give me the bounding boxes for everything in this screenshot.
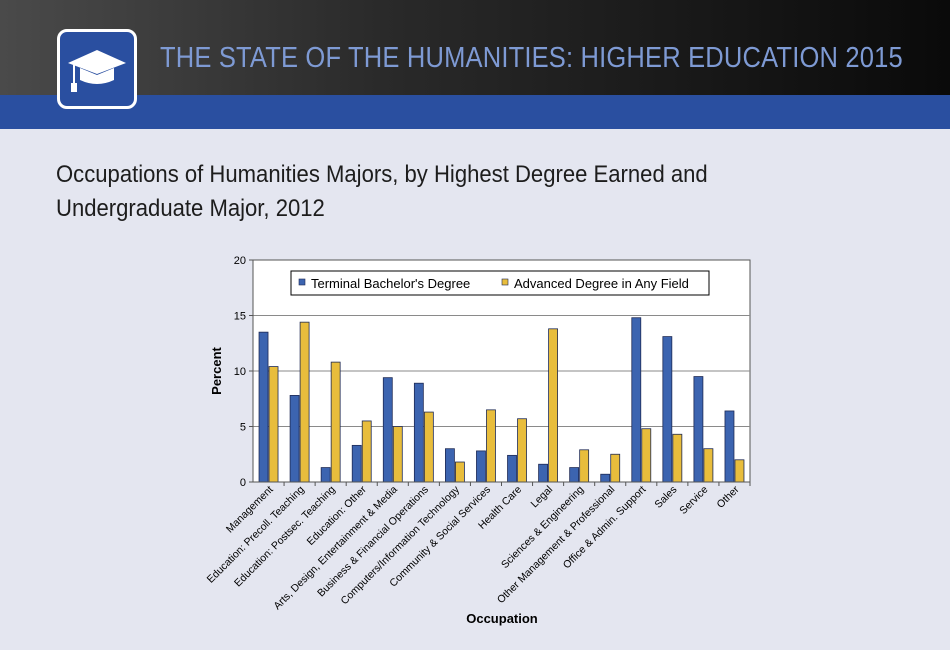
y-tick-label: 15 (234, 311, 246, 323)
bar-bachelors (258, 331, 269, 483)
chart-title-line-1: Occupations of Humanities Majors, by Hig… (56, 161, 708, 188)
y-tick-label: 0 (240, 477, 246, 489)
x-tick-label: Service (677, 484, 710, 517)
y-tick-label: 5 (240, 422, 246, 434)
bar-bachelors (662, 336, 673, 483)
legend-box (290, 270, 710, 296)
bar-advanced (268, 366, 279, 483)
x-tick-label: Other (715, 483, 742, 510)
bar-bachelors (351, 444, 362, 483)
header-bar (0, 0, 950, 95)
bar-bachelors (289, 395, 300, 483)
x-tick-label: Sales (652, 484, 679, 511)
y-tick-label: 10 (234, 366, 246, 378)
bar-bachelors (382, 377, 393, 483)
bar-advanced (672, 433, 683, 483)
bar-advanced (423, 411, 434, 483)
bar-advanced (641, 428, 652, 483)
bar-bachelors (538, 463, 548, 483)
bar-advanced (517, 418, 527, 483)
bar-advanced (392, 426, 403, 483)
bar-advanced (330, 361, 341, 483)
legend-swatch (298, 278, 306, 286)
bar-advanced (579, 449, 590, 483)
legend-label: Advanced Degree in Any Field (514, 276, 689, 291)
bar-advanced (734, 459, 745, 483)
graduation-cap-icon (68, 50, 126, 92)
bar-advanced (455, 461, 465, 483)
bar-advanced (486, 409, 496, 483)
bar-advanced (299, 321, 310, 483)
bar-advanced (703, 448, 714, 483)
x-axis-label: Occupation (466, 611, 538, 626)
bar-bachelors (413, 382, 424, 483)
bar-advanced (548, 328, 558, 483)
bar-bachelors (445, 448, 455, 483)
bar-bachelors (631, 317, 642, 483)
bar-bachelors (569, 467, 580, 483)
legend-label: Terminal Bachelor's Degree (311, 276, 470, 291)
bar-bachelors (693, 376, 704, 483)
chart-title: Occupations of Humanities Majors, by Hig… (56, 158, 755, 226)
bar-bachelors (600, 473, 611, 483)
bar-bachelors (476, 450, 486, 483)
bar-bachelors (724, 410, 735, 483)
legend: Terminal Bachelor's Degree Advanced Degre… (290, 270, 710, 296)
legend-swatch (501, 278, 509, 286)
chart-title-line-2: Undergraduate Major, 2012 (56, 195, 325, 222)
bar-bachelors (320, 467, 331, 483)
y-axis-label: Percent (209, 346, 224, 394)
bar-bachelors (507, 454, 517, 483)
y-tick-label: 20 (234, 255, 246, 267)
page-title: THE STATE OF THE HUMANITIES: HIGHER EDUC… (160, 42, 903, 74)
bar-advanced (361, 420, 372, 483)
header-band (0, 95, 950, 129)
bar-advanced (610, 453, 621, 483)
x-tick-label: Legal (529, 484, 556, 511)
logo (57, 29, 137, 109)
